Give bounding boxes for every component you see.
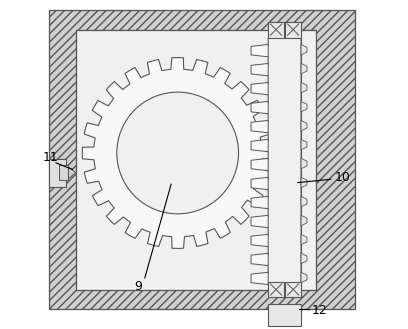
Polygon shape [301,272,307,283]
Bar [268,304,301,326]
Polygon shape [251,272,268,285]
Text: 12: 12 [311,304,327,317]
Polygon shape [251,215,268,228]
Polygon shape [301,44,307,55]
Polygon shape [301,177,307,188]
Bar [285,22,301,38]
Circle shape [117,92,239,214]
Bar [268,22,284,38]
Polygon shape [301,158,307,169]
Polygon shape [251,44,268,57]
Polygon shape [251,234,268,247]
Polygon shape [76,30,316,290]
Polygon shape [251,83,268,95]
Polygon shape [251,101,268,114]
Polygon shape [251,63,268,76]
Polygon shape [301,120,307,131]
Polygon shape [251,253,268,266]
Polygon shape [301,215,307,226]
Polygon shape [301,234,307,245]
Bar [59,165,69,180]
Polygon shape [301,253,307,264]
Bar [268,282,284,297]
Polygon shape [251,158,268,171]
Polygon shape [301,139,307,150]
Polygon shape [301,196,307,207]
Text: 9: 9 [134,280,142,293]
Text: 10: 10 [334,171,350,184]
Polygon shape [251,120,268,133]
Polygon shape [301,83,307,93]
Polygon shape [301,101,307,112]
Polygon shape [251,177,268,190]
Polygon shape [251,38,301,285]
Polygon shape [69,167,76,179]
Text: 11: 11 [43,151,59,164]
Polygon shape [301,63,307,74]
Bar [285,282,301,297]
Polygon shape [290,38,301,285]
Bar [49,159,67,187]
Polygon shape [251,139,268,152]
Polygon shape [49,10,355,309]
Polygon shape [82,58,273,248]
Polygon shape [251,196,268,209]
